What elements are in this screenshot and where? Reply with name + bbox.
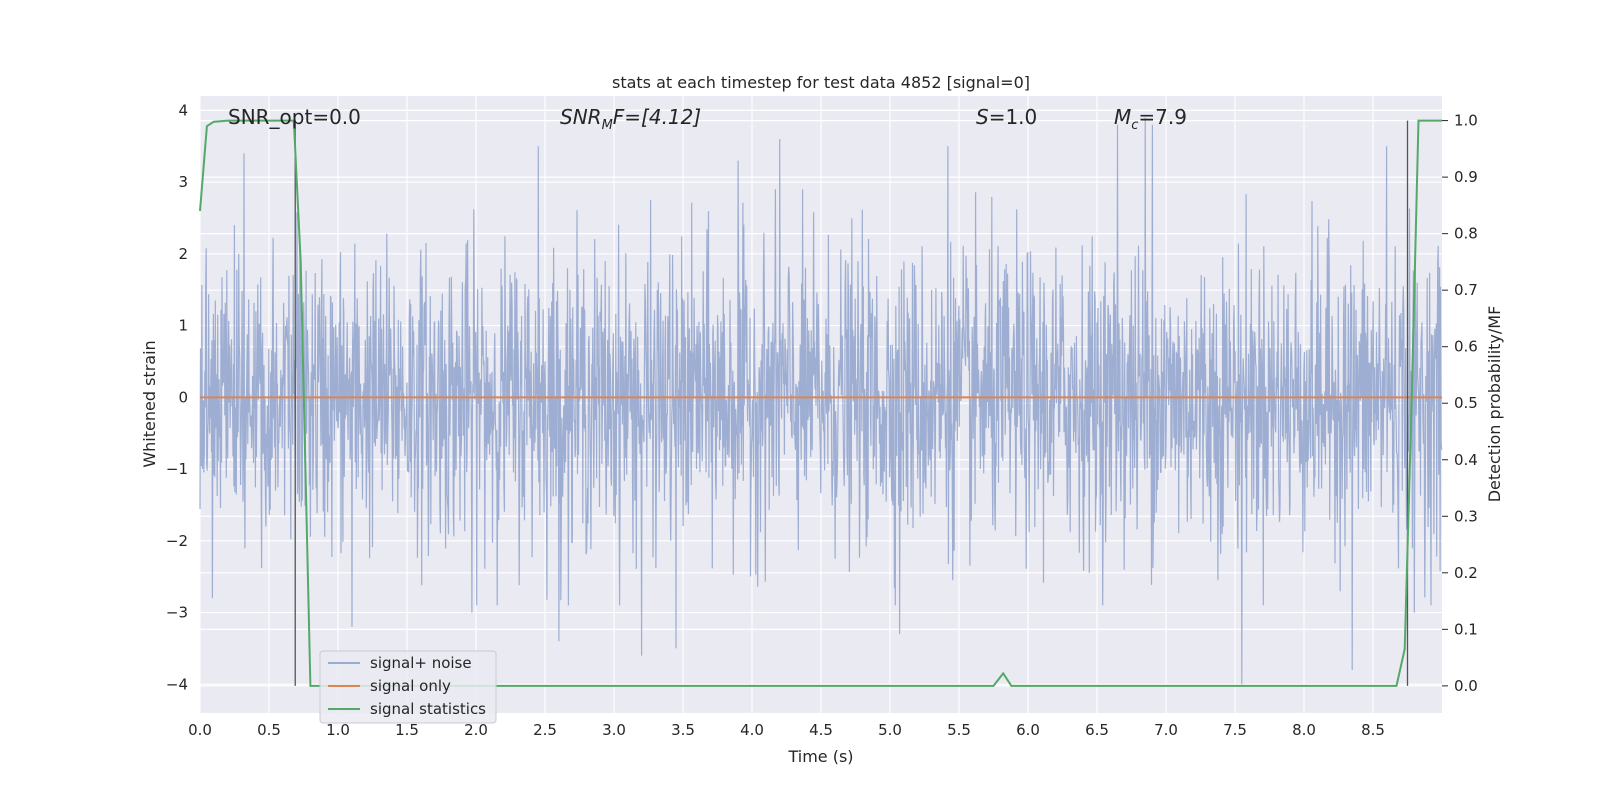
x-tick-label: 4.0 [740, 721, 764, 739]
signal-statistics-line [199, 119, 1442, 687]
x-tick-label: 8.0 [1292, 721, 1316, 739]
annotation-snr-opt: SNR_opt=0.0 [228, 105, 361, 129]
annotation-s: S=1.0 [976, 105, 1037, 129]
x-tick-label: 6.0 [1016, 721, 1040, 739]
x-tick-labels: 0.0 0.5 1.0 1.5 2.0 2.5 3.0 3.5 4.0 4.5 5.0 5.5 6.0 6… [188, 721, 1385, 739]
y2-axis-label: Detection probability/MF [1485, 306, 1504, 503]
y2-tick-label: 0.8 [1454, 225, 1478, 243]
x-tick-label: 1.0 [326, 721, 350, 739]
y-tick-label: 1 [178, 317, 188, 335]
y2-tick-label: 1.0 [1454, 112, 1478, 130]
y2-tick-label: 0.0 [1454, 677, 1478, 695]
x-tick-label: 8.5 [1361, 721, 1385, 739]
y-tick-label: 0 [178, 388, 188, 406]
y2-tick-label: 0.7 [1454, 281, 1478, 299]
annotation-mc-rest: =7.9 [1138, 105, 1187, 129]
x-tick-label: 3.5 [671, 721, 695, 739]
y-tick-label: 2 [178, 245, 188, 263]
y2-tick-label: 0.9 [1454, 168, 1478, 186]
annotation-s-main: S [976, 105, 989, 129]
annotation-mc: Mc=7.9 [1114, 105, 1187, 133]
y-axis-label: Whitened strain [140, 340, 159, 467]
series-layer [199, 119, 1442, 687]
y-tick-label: 4 [178, 101, 188, 119]
x-tick-label: 5.0 [878, 721, 902, 739]
legend-box [319, 650, 497, 724]
annotation-snr-mf-rest: F=[4.12] [613, 105, 701, 129]
y2-tick-label: 0.3 [1454, 507, 1478, 525]
y2-tick-label: 0.4 [1454, 451, 1478, 469]
legend-label-signal-statistics: signal statistics [370, 700, 486, 718]
y2-tick-labels: 1.0 0.9 0.8 0.7 0.6 0.5 0.4 0.3 0.2 0.1 0.0 [1442, 112, 1478, 695]
x-tick-label: 5.5 [947, 721, 971, 739]
x-tick-label: 2.5 [533, 721, 557, 739]
y-tick-label: −3 [166, 604, 188, 622]
x-tick-label: 2.0 [464, 721, 488, 739]
legend: signal+ noise signal only signal statist… [319, 650, 497, 724]
x-axis-label: Time (s) [787, 747, 853, 766]
x-tick-label: 7.0 [1154, 721, 1178, 739]
x-tick-label: 3.0 [602, 721, 626, 739]
x-tick-label: 4.5 [809, 721, 833, 739]
y-tick-labels: 4 3 2 1 0 −1 −2 −3 −4 [166, 101, 188, 693]
annotation-s-rest: =1.0 [989, 105, 1038, 129]
x-tick-label: 0.5 [257, 721, 281, 739]
x-tick-label: 1.5 [395, 721, 419, 739]
x-tick-label: 6.5 [1085, 721, 1109, 739]
chart-title: stats at each timestep for test data 485… [612, 73, 1030, 92]
y2-tick-label: 0.5 [1454, 394, 1478, 412]
y-tick-label: −1 [166, 460, 188, 478]
y-tick-label: −2 [166, 532, 188, 550]
y-tick-label: 3 [178, 173, 188, 191]
annotation-mc-main: M [1114, 105, 1131, 129]
y2-tick-label: 0.6 [1454, 338, 1478, 356]
annotations: SNR_opt=0.0 SNRMF=[4.12] S=1.0 Mc=7.9 [228, 105, 1187, 133]
annotation-snr-mf-sub: M [602, 118, 613, 133]
x-tick-label: 7.5 [1223, 721, 1247, 739]
y2-tick-label: 0.2 [1454, 564, 1478, 582]
annotation-snr-mf-main: SNR [560, 105, 602, 129]
y-tick-label: −4 [166, 675, 188, 693]
legend-label-signal-only: signal only [370, 677, 451, 695]
legend-label-signal-noise: signal+ noise [370, 654, 472, 672]
annotation-snr-mf: SNRMF=[4.12] [560, 105, 701, 133]
x-tick-label: 0.0 [188, 721, 212, 739]
y2-tick-label: 0.1 [1454, 620, 1478, 638]
annotation-mc-sub: c [1131, 118, 1138, 133]
